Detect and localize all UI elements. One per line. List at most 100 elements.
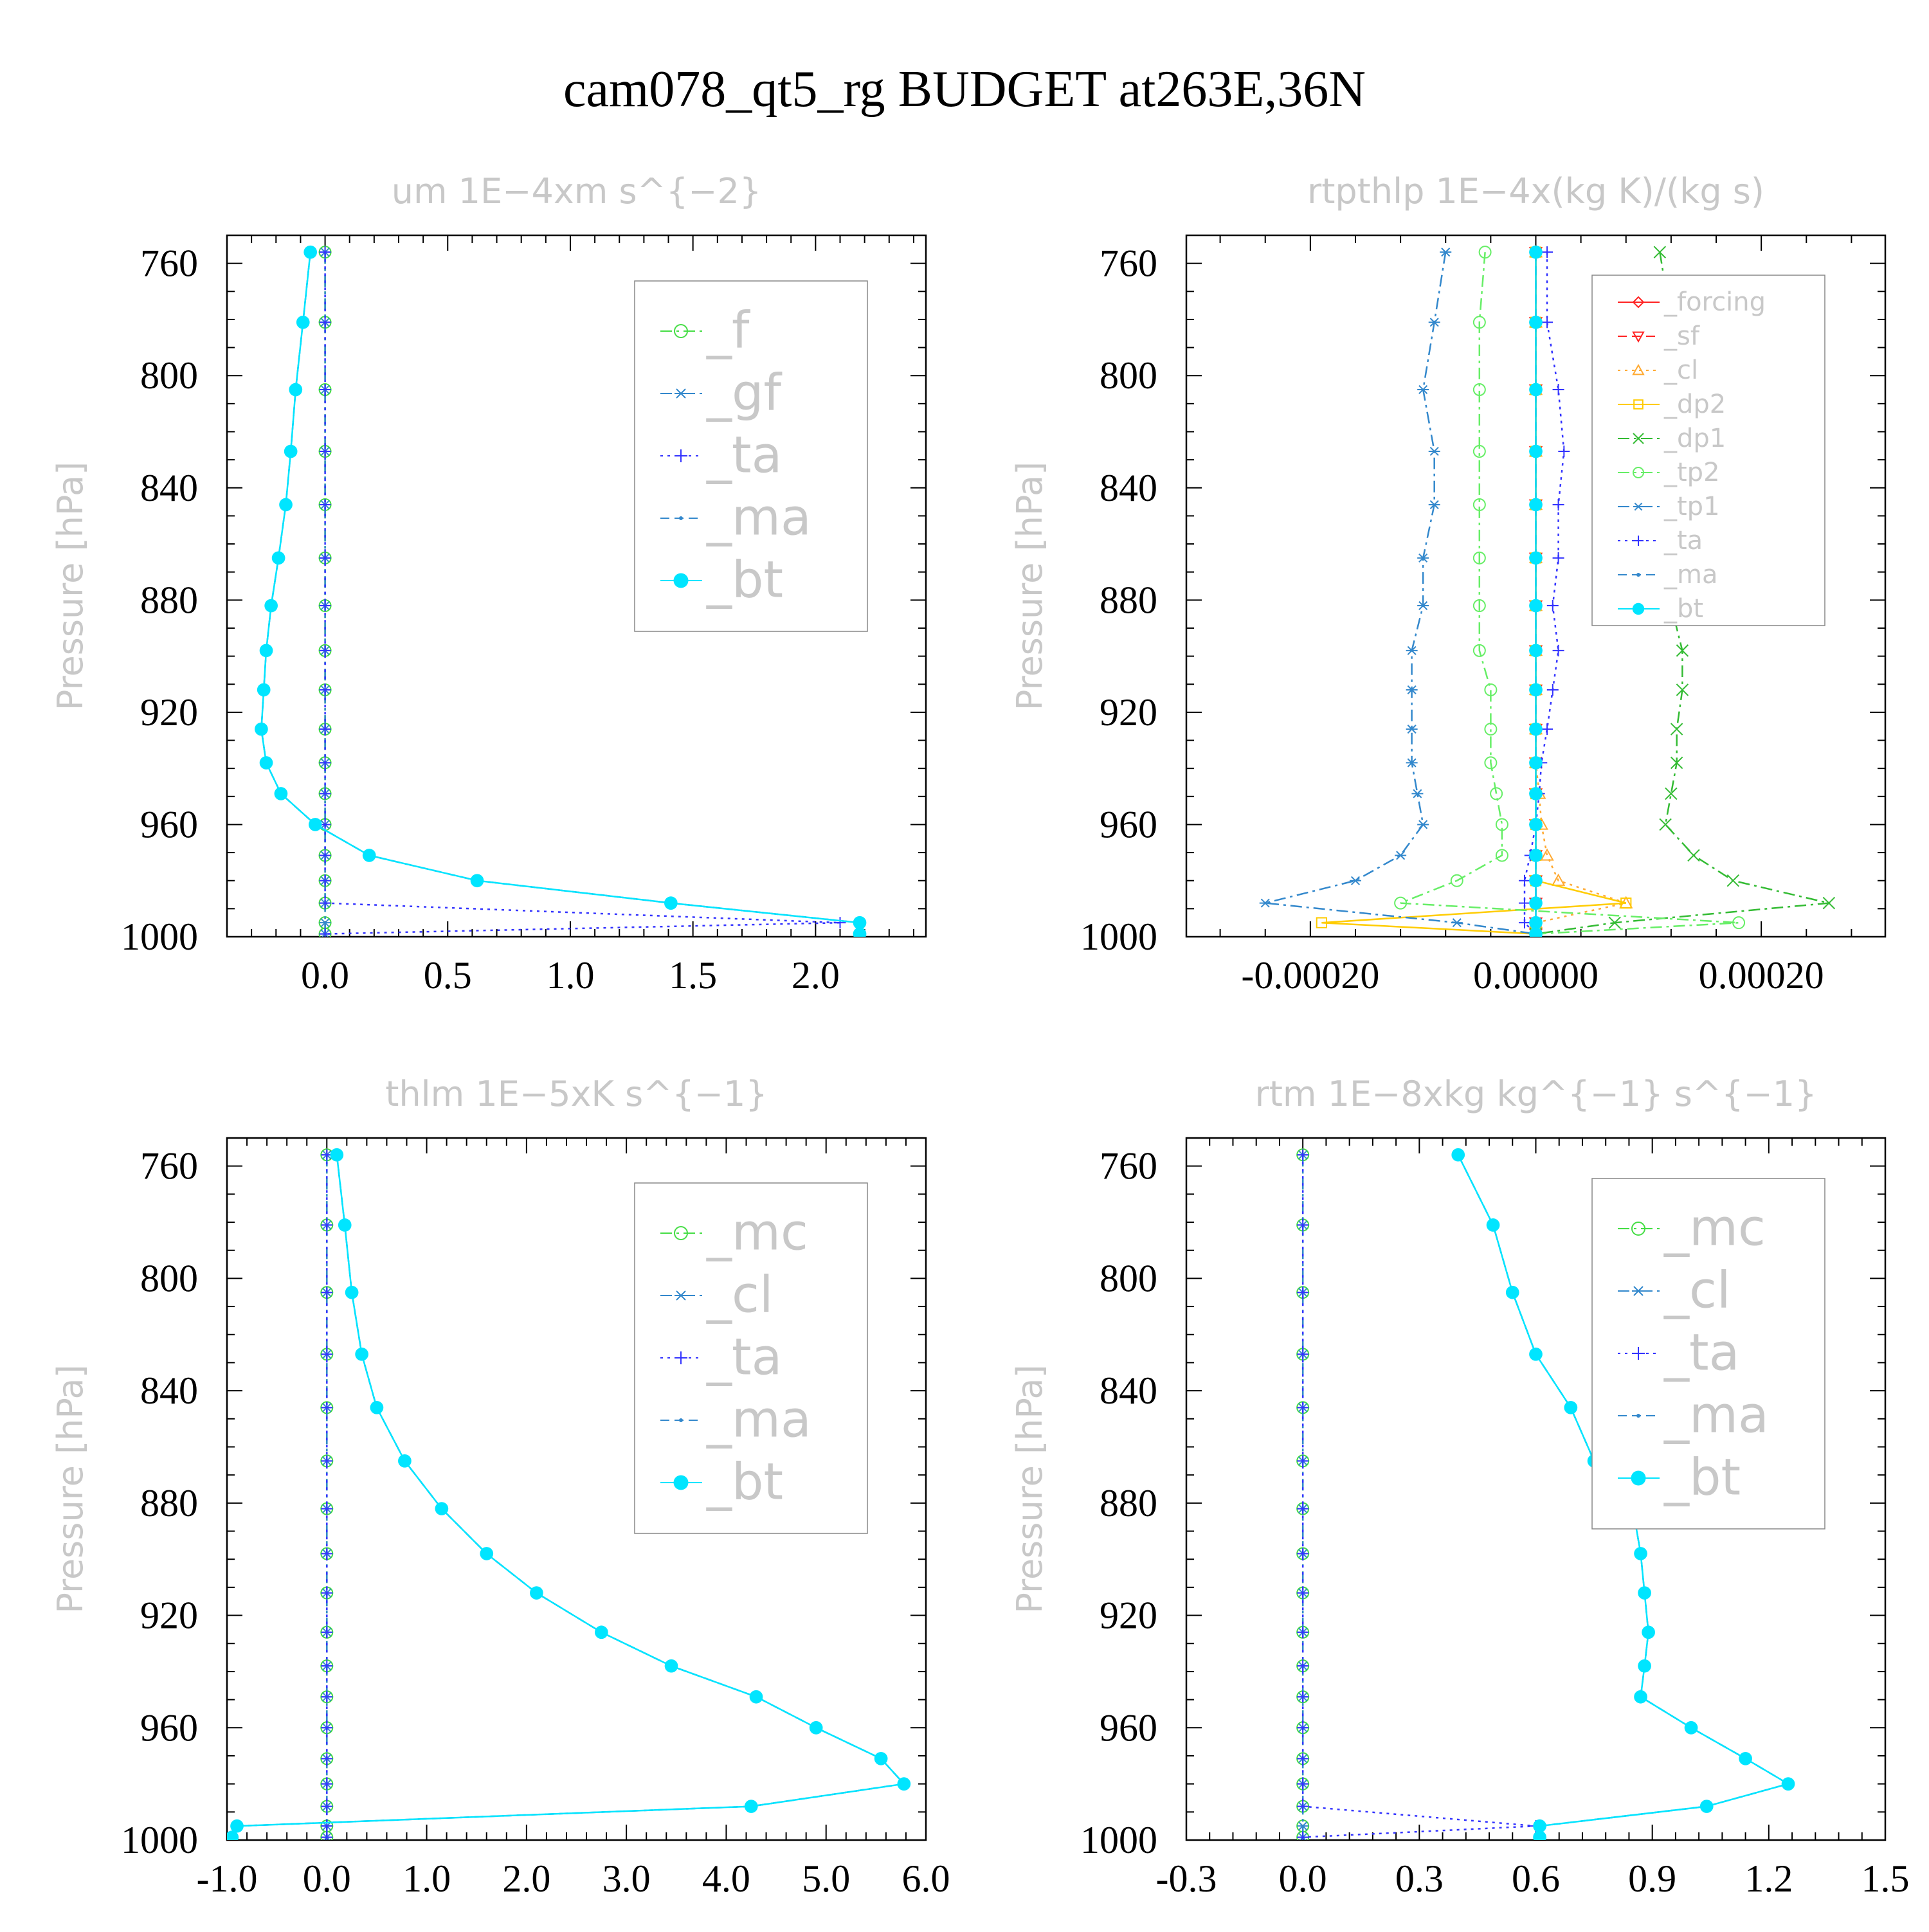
data-point: [1349, 876, 1361, 885]
data-point: [594, 1625, 608, 1639]
data-point: [530, 1586, 543, 1600]
data-point: [1297, 1722, 1309, 1734]
data-point: [1676, 683, 1689, 696]
data-point: [470, 874, 484, 888]
x-tick-label: 0.0: [303, 1857, 351, 1900]
legend-label: _f: [706, 302, 750, 360]
data-point: [1541, 246, 1553, 258]
series-line: [260, 252, 861, 934]
data-point: [257, 683, 271, 697]
data-point: [1726, 874, 1740, 887]
legend-label: _ta: [1663, 1324, 1739, 1382]
data-point: [321, 1800, 333, 1812]
data-point: [1699, 1800, 1714, 1813]
data-point: [664, 1659, 678, 1673]
data-point: [1417, 601, 1429, 611]
figure-title: cam078_qt5_rg BUDGET at263E,36N: [563, 61, 1366, 118]
legend-label: _mc: [1663, 1200, 1766, 1258]
data-point: [1552, 644, 1564, 656]
data-point: [1529, 927, 1543, 937]
data-point: [1638, 1659, 1651, 1673]
data-point: [259, 644, 273, 658]
data-point: [308, 818, 322, 831]
data-point: [1659, 818, 1672, 831]
data-point: [289, 383, 303, 397]
data-point: [664, 896, 678, 910]
data-point: [1406, 725, 1418, 734]
y-tick-label: 920: [1100, 691, 1157, 734]
legend-marker: [674, 324, 688, 338]
data-point: [1297, 1778, 1309, 1790]
legend-marker: [673, 573, 689, 588]
series-group: [255, 245, 867, 937]
data-point: [874, 1751, 888, 1765]
data-point: [321, 1691, 333, 1703]
x-tick-label: 0.00000: [1473, 954, 1598, 997]
data-point: [319, 897, 331, 909]
legend-label: _bt: [1663, 1449, 1741, 1507]
data-point: [1551, 873, 1566, 886]
data-point: [1529, 383, 1543, 397]
data-point: [319, 723, 331, 736]
data-point: [355, 1347, 368, 1361]
data-point: [1297, 1800, 1309, 1812]
legend-label: _ma: [1663, 560, 1717, 590]
y-tick-label: 800: [140, 1257, 198, 1299]
data-point: [744, 1800, 758, 1813]
legend-marker: [1632, 602, 1645, 615]
data-point: [1394, 896, 1408, 910]
legend-label: _ta: [706, 1329, 782, 1387]
x-tick-label: 4.0: [702, 1857, 750, 1900]
data-point: [1297, 1587, 1309, 1599]
data-point: [1297, 1831, 1309, 1840]
series-line: [1400, 252, 1739, 935]
x-tick-label: -0.00020: [1241, 954, 1379, 997]
data-point: [319, 446, 331, 458]
data-point: [1472, 316, 1486, 329]
data-point: [321, 1587, 333, 1599]
data-point: [321, 1626, 333, 1638]
x-tick-label: 0.0: [1279, 1857, 1327, 1900]
data-point: [1297, 1753, 1309, 1765]
legend-marker: [679, 1418, 683, 1422]
series-group: [1259, 245, 1836, 937]
panel-title: rtpthlp 1E−4x(kg K)/(kg s): [1307, 171, 1764, 212]
data-point: [1297, 1286, 1309, 1299]
data-point: [1541, 723, 1553, 736]
legend-label: _dp1: [1663, 424, 1726, 453]
data-point: [230, 1819, 244, 1833]
y-tick-label: 880: [140, 1482, 198, 1524]
data-point: [255, 722, 268, 736]
legend-marker: [675, 388, 687, 399]
panel-2: rtpthlp 1E−4x(kg K)/(kg s) Pressure [hPa]…: [1010, 171, 1887, 997]
data-point: [1428, 500, 1440, 509]
data-point: [1505, 1285, 1519, 1299]
data-point: [1529, 722, 1543, 736]
data-point: [1478, 246, 1492, 259]
data-point: [1518, 917, 1530, 929]
panel-3: thlm 1E−5xK s^{−1} Pressure [hPa] 760 800 84…: [50, 1074, 950, 1900]
data-point: [1546, 600, 1559, 612]
legend-label: _ta: [1663, 526, 1703, 555]
data-point: [345, 1285, 359, 1299]
legend-marker: [1633, 536, 1644, 546]
data-point: [321, 1753, 333, 1765]
legend-box: [1591, 1178, 1825, 1530]
x-tick-label: 1.0: [546, 954, 594, 997]
data-point: [1529, 551, 1543, 565]
legend-label: _mc: [706, 1204, 808, 1262]
x-tick-label: 6.0: [902, 1857, 950, 1900]
data-point: [319, 498, 331, 510]
data-point: [1533, 1830, 1546, 1840]
data-point: [809, 1720, 823, 1735]
data-point: [1472, 383, 1486, 397]
x-tick-label: 0.00020: [1699, 954, 1824, 997]
data-point: [296, 315, 310, 329]
panel-4: rtm 1E−8xkg kg^{−1} s^{−1} Pressure [hPa]…: [1010, 1074, 1910, 1900]
panel-title: um 1E−4xm s^{−2}: [392, 171, 762, 212]
legend-marker: [674, 1226, 688, 1240]
y-tick-label: 920: [140, 691, 198, 734]
data-point: [319, 788, 331, 800]
data-point: [749, 1690, 763, 1704]
data-point: [1259, 898, 1271, 908]
